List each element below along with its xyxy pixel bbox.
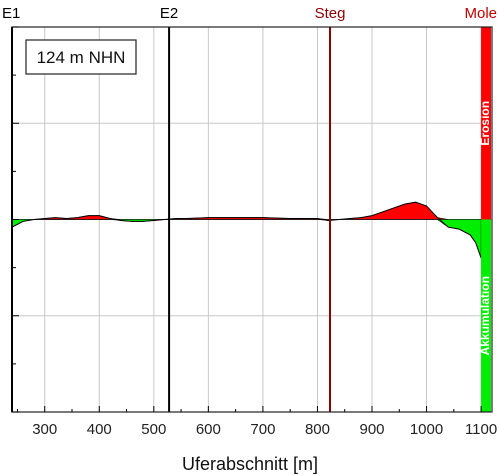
location-markers: E1 E2 Steg Mole xyxy=(2,5,497,412)
accumulation-area xyxy=(11,219,482,259)
marker-label: Mole xyxy=(464,5,497,22)
x-tick-label: 900 xyxy=(359,421,384,438)
x-tick-label: 1100 xyxy=(465,421,497,438)
marker-label: Steg xyxy=(315,5,346,22)
band-label: Akkumulation xyxy=(478,276,492,355)
axes: 300 400 500 600 700 800 900 1000 1100 xyxy=(11,26,497,438)
elevation-label-box: 124 m NHN xyxy=(25,39,137,75)
change-areas xyxy=(11,201,482,259)
x-tick-label: 1000 xyxy=(410,421,443,438)
side-bands: Erosion Akkumulation xyxy=(478,27,492,412)
band-akkumulation xyxy=(481,219,491,412)
marker-label: E1 xyxy=(2,5,20,22)
x-tick-label: 800 xyxy=(305,421,330,438)
x-axis-title: Uferabschnitt [m] xyxy=(182,454,318,474)
series-line xyxy=(11,201,482,259)
band-label: Erosion xyxy=(478,101,492,146)
band-erosion xyxy=(481,27,491,220)
x-tick-label: 400 xyxy=(87,421,112,438)
x-tick-label: 300 xyxy=(32,421,57,438)
x-tick-label: 500 xyxy=(141,421,166,438)
x-tick-label: 700 xyxy=(250,421,275,438)
elevation-label: 124 m NHN xyxy=(37,48,126,67)
x-tick-label: 600 xyxy=(196,421,221,438)
marker-label: E2 xyxy=(160,5,178,22)
